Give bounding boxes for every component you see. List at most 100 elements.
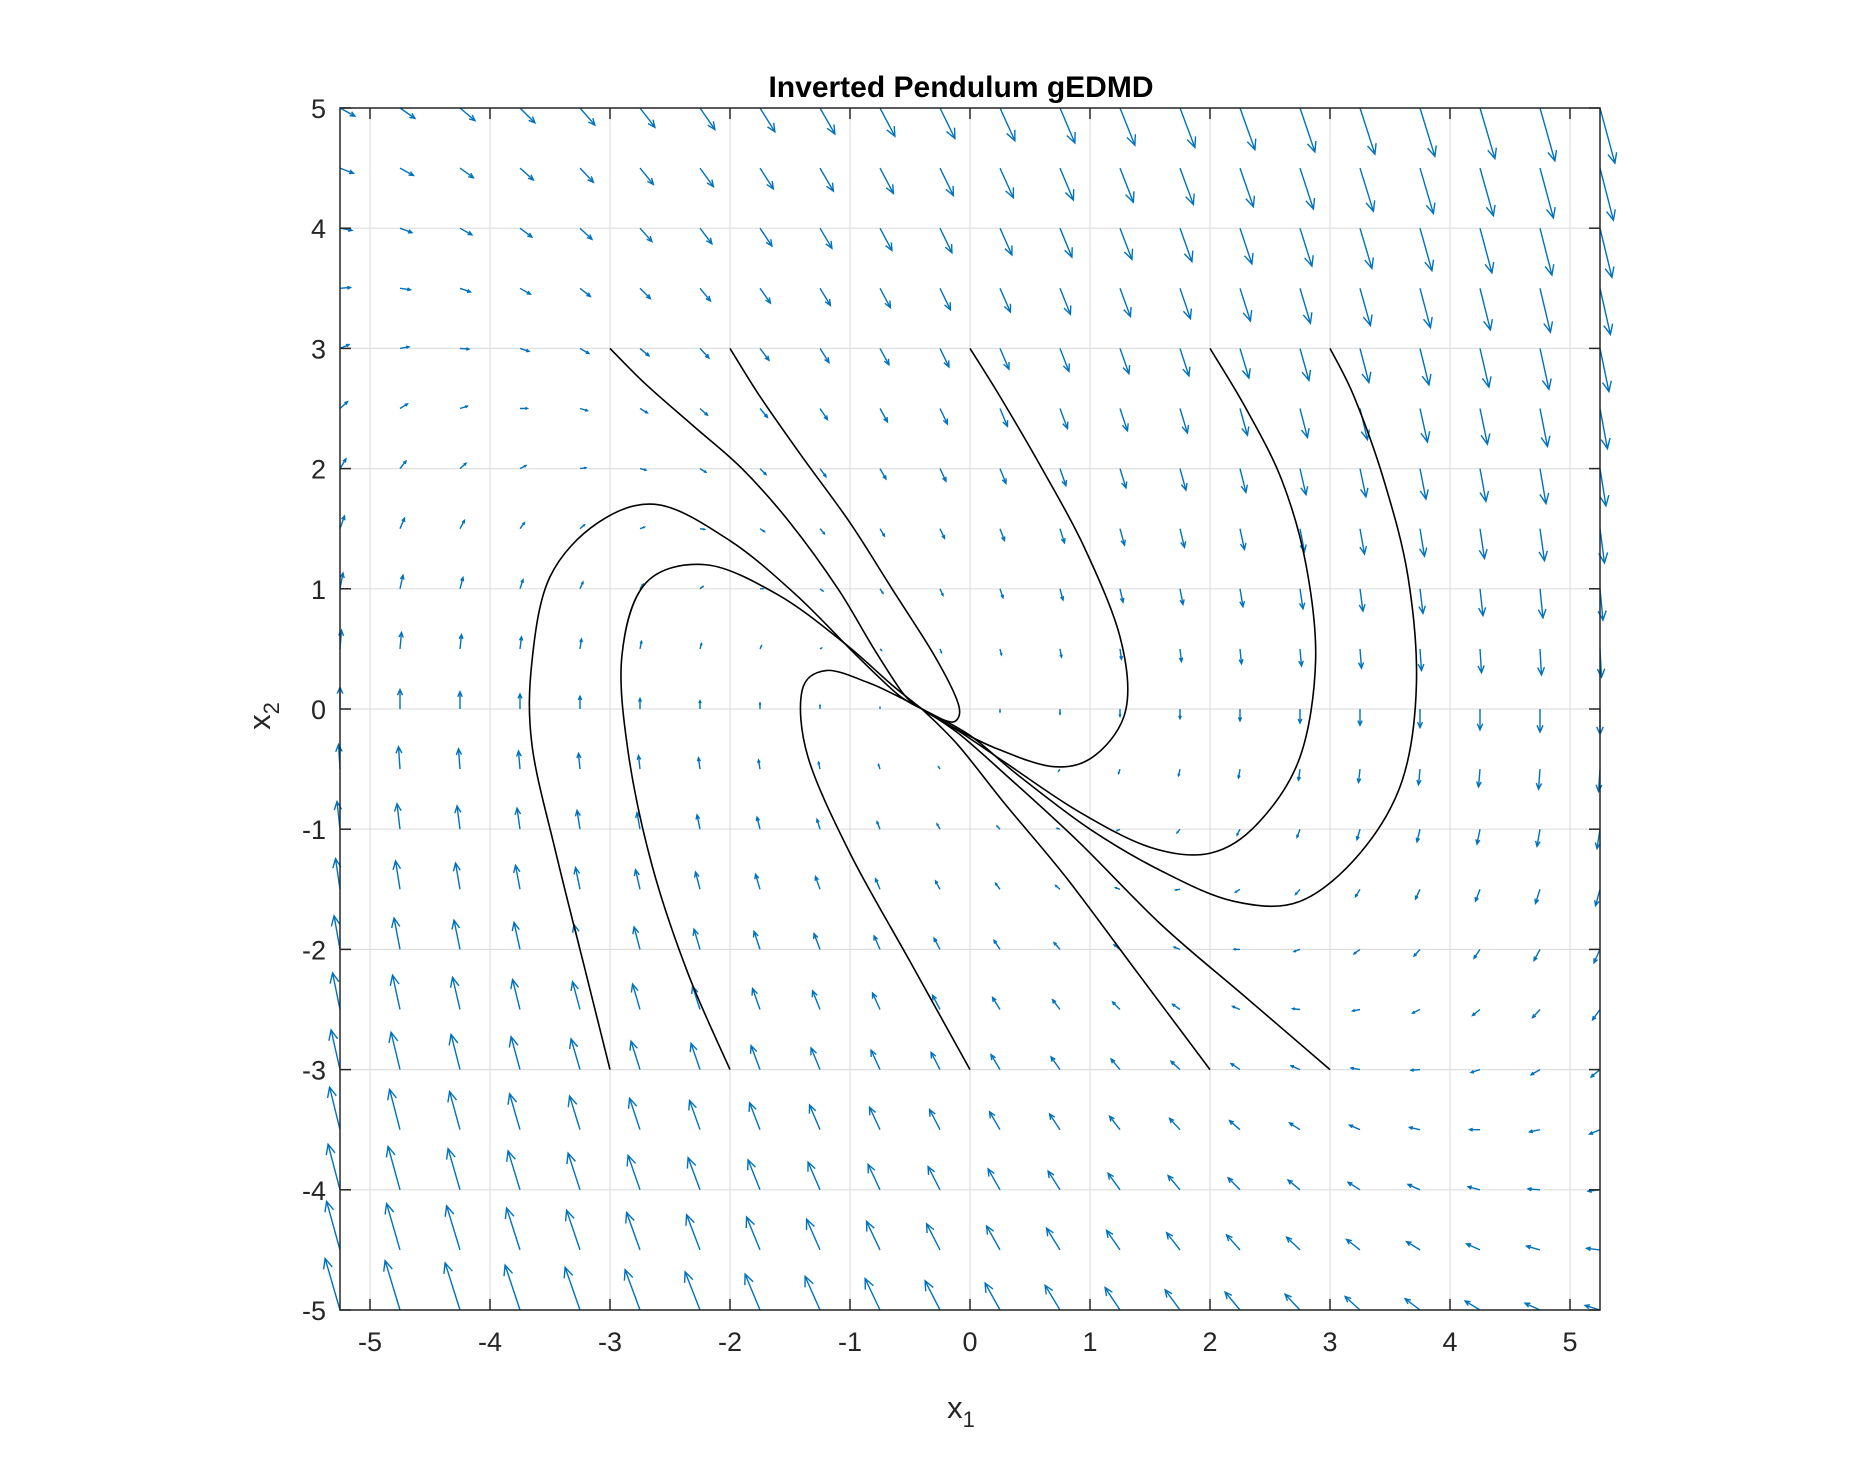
quiver-arrow — [1172, 946, 1181, 951]
quiver-arrow-head — [1358, 603, 1366, 613]
quiver-arrow-shaft — [1299, 167, 1315, 210]
quiver-arrow — [1171, 1003, 1181, 1011]
quiver-arrow-shaft — [870, 1049, 881, 1070]
quiver-arrow — [1539, 348, 1552, 392]
quiver-arrow-shaft — [639, 347, 650, 357]
quiver-arrow — [1239, 528, 1247, 552]
x-tick-label: 3 — [1322, 1327, 1337, 1357]
quiver-arrow-shaft — [1239, 588, 1244, 607]
quiver-arrow — [984, 1281, 1001, 1311]
quiver-arrow-shaft — [1059, 408, 1069, 429]
quiver-arrow — [1119, 348, 1131, 376]
quiver-arrow-head — [1354, 893, 1359, 899]
quiver-arrow-shaft — [459, 167, 474, 179]
quiver-arrow-shaft — [1347, 1181, 1361, 1191]
quiver-arrow — [699, 287, 712, 303]
quiver-arrow-head — [1481, 376, 1492, 389]
quiver-arrow-head — [931, 993, 938, 1001]
quiver-arrow-head — [448, 1032, 459, 1046]
quiver-arrow — [391, 916, 401, 950]
quiver-arrow-head — [518, 635, 524, 641]
quiver-arrow — [459, 575, 465, 589]
quiver-arrow-shaft — [685, 1214, 701, 1251]
quiver-arrow-shaft — [1528, 1188, 1541, 1191]
quiver-arrow-head — [1229, 1062, 1235, 1067]
quiver-arrow-shaft — [1479, 288, 1492, 331]
quiver-arrow-shaft — [1479, 648, 1483, 673]
quiver-arrow — [1358, 588, 1366, 613]
quiver-arrow-head — [568, 1037, 579, 1050]
quiver-arrow-head — [688, 1098, 697, 1111]
quiver-arrow-head — [934, 879, 939, 885]
quiver-arrow-shaft — [399, 517, 406, 529]
quiver-arrow-shaft — [639, 107, 656, 128]
quiver-arrow-head — [824, 357, 830, 364]
quiver-arrow-head — [867, 1162, 876, 1174]
y-axis-ticks: 5 4 3 2 1 0 -1 -2 -3 -4 -5 — [302, 94, 1600, 1326]
quiver-arrow-shaft — [819, 408, 829, 421]
quiver-arrow — [749, 1044, 761, 1070]
quiver-arrow-head — [804, 1274, 814, 1288]
quiver-arrow — [1539, 408, 1551, 449]
quiver-arrow — [759, 587, 765, 590]
quiver-arrow — [396, 687, 404, 709]
quiver-arrow-shaft — [1179, 528, 1186, 548]
quiver-arrow — [939, 408, 949, 426]
quiver-arrow-head — [574, 808, 581, 817]
quiver-arrow-head — [824, 298, 832, 307]
quiver-arrow-shaft — [999, 408, 1009, 427]
quiver-arrow-shaft — [576, 810, 581, 830]
quiver-arrow — [748, 1101, 761, 1130]
quiver-arrow-head — [1346, 1181, 1353, 1187]
quiver-arrow-shaft — [1474, 889, 1481, 902]
quiver-arrow-head — [1533, 956, 1538, 963]
quiver-arrow-shaft — [1539, 408, 1549, 447]
quiver-arrow-shaft — [639, 287, 651, 300]
quiver-arrow — [1054, 884, 1061, 890]
quiver-arrow-head — [1001, 478, 1007, 486]
quiver-arrow-shaft — [1599, 348, 1610, 392]
quiver-arrow-shaft — [399, 575, 404, 589]
quiver-arrow-shaft — [394, 860, 401, 890]
quiver-arrow — [519, 107, 537, 125]
quiver-arrow-shaft — [1299, 588, 1304, 609]
quiver-arrow — [1524, 1244, 1541, 1251]
quiver-arrow-shaft — [579, 167, 594, 183]
quiver-arrow-head — [748, 1101, 757, 1113]
quiver-arrow-shaft — [694, 871, 701, 890]
quiver-arrow-head — [522, 521, 526, 526]
quiver-arrow-shaft — [813, 933, 821, 950]
quiver-arrow-head — [1288, 1121, 1294, 1127]
quiver-arrow-head — [1589, 1073, 1595, 1079]
quiver-arrow-head — [1179, 599, 1185, 607]
quiver-arrow-head — [927, 1165, 936, 1175]
quiver-arrow-shaft — [759, 408, 768, 418]
quiver-arrow-shaft — [759, 167, 774, 190]
quiver-arrow-head — [1463, 1300, 1471, 1306]
quiver-arrow-shaft — [1599, 468, 1607, 506]
y-tick-label: 0 — [311, 695, 326, 725]
quiver-arrow — [1175, 828, 1181, 835]
quiver-arrow — [751, 986, 761, 1010]
quiver-arrow — [817, 760, 821, 770]
quiver-arrow — [1178, 709, 1182, 721]
quiver-arrow-shaft — [879, 287, 892, 308]
quiver-arrow-shaft — [634, 869, 641, 890]
quiver-arrow — [514, 806, 522, 830]
quiver-arrow-head — [630, 982, 639, 993]
quiver-arrow — [1104, 1286, 1121, 1311]
quiver-arrow-head — [1059, 654, 1063, 659]
quiver-arrow — [511, 920, 521, 950]
quiver-arrow-head — [696, 756, 702, 762]
quiver-arrow — [759, 107, 776, 134]
quiver-arrow-shaft — [744, 1273, 761, 1311]
quiver-arrow-head — [1483, 319, 1494, 332]
quiver-arrow — [1599, 468, 1610, 508]
quiver-arrow-shaft — [1479, 528, 1486, 559]
quiver-arrow-shaft — [1048, 1113, 1061, 1131]
quiver-arrow-head — [1225, 1233, 1233, 1242]
quiver-arrow-head — [523, 464, 528, 468]
quiver-arrow-head — [1362, 314, 1373, 328]
quiver-arrow — [639, 107, 656, 129]
quiver-arrow — [1478, 588, 1487, 618]
